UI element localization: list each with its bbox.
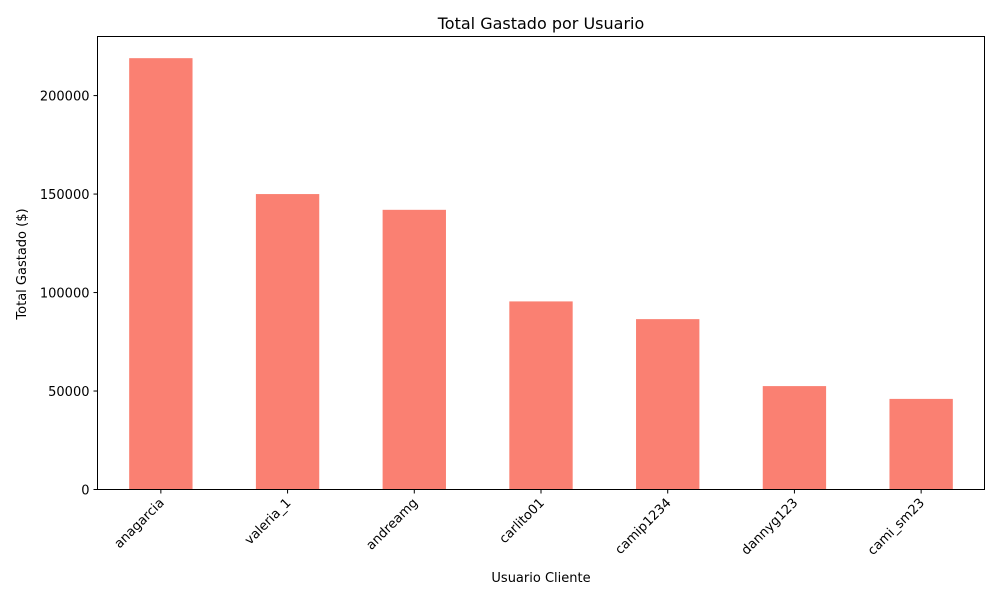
x-tick-label: anagarcia <box>112 496 168 552</box>
x-tick-label: andreamg <box>364 496 422 554</box>
plot-frame <box>97 36 985 490</box>
x-tick-label: camip1234 <box>613 496 675 558</box>
bars-layer <box>129 58 953 490</box>
y-axis-label: Total Gastado ($) <box>15 208 30 320</box>
chart-title: Total Gastado por Usuario <box>437 14 645 33</box>
y-axis-ticks: 0 50000 100000 150000 200000 <box>40 90 98 499</box>
x-tick-label: dannyg123 <box>739 496 802 559</box>
y-tick-label: 0 <box>81 484 89 499</box>
bar-anagarcia <box>129 58 193 490</box>
x-tick-label: carlito01 <box>497 496 548 547</box>
y-tick-label: 100000 <box>40 287 90 302</box>
x-axis-ticks: anagarcia valeria_1 andreamg carlito01 camip… <box>112 489 928 559</box>
x-axis-label: Usuario Cliente <box>491 571 590 586</box>
y-tick-label: 200000 <box>40 90 90 105</box>
bar-dannyg123 <box>762 386 827 490</box>
bar-valeria_1 <box>255 194 320 490</box>
x-tick-label: valeria_1 <box>242 496 294 548</box>
bar-cami_sm23 <box>889 398 953 490</box>
y-tick-label: 150000 <box>40 188 90 203</box>
y-tick-label: 50000 <box>48 385 89 400</box>
x-tick-label: cami_sm23 <box>865 496 928 559</box>
bar-carlito01 <box>509 301 573 490</box>
bar-camip1234 <box>636 319 700 490</box>
bar-andreamg <box>382 209 446 490</box>
